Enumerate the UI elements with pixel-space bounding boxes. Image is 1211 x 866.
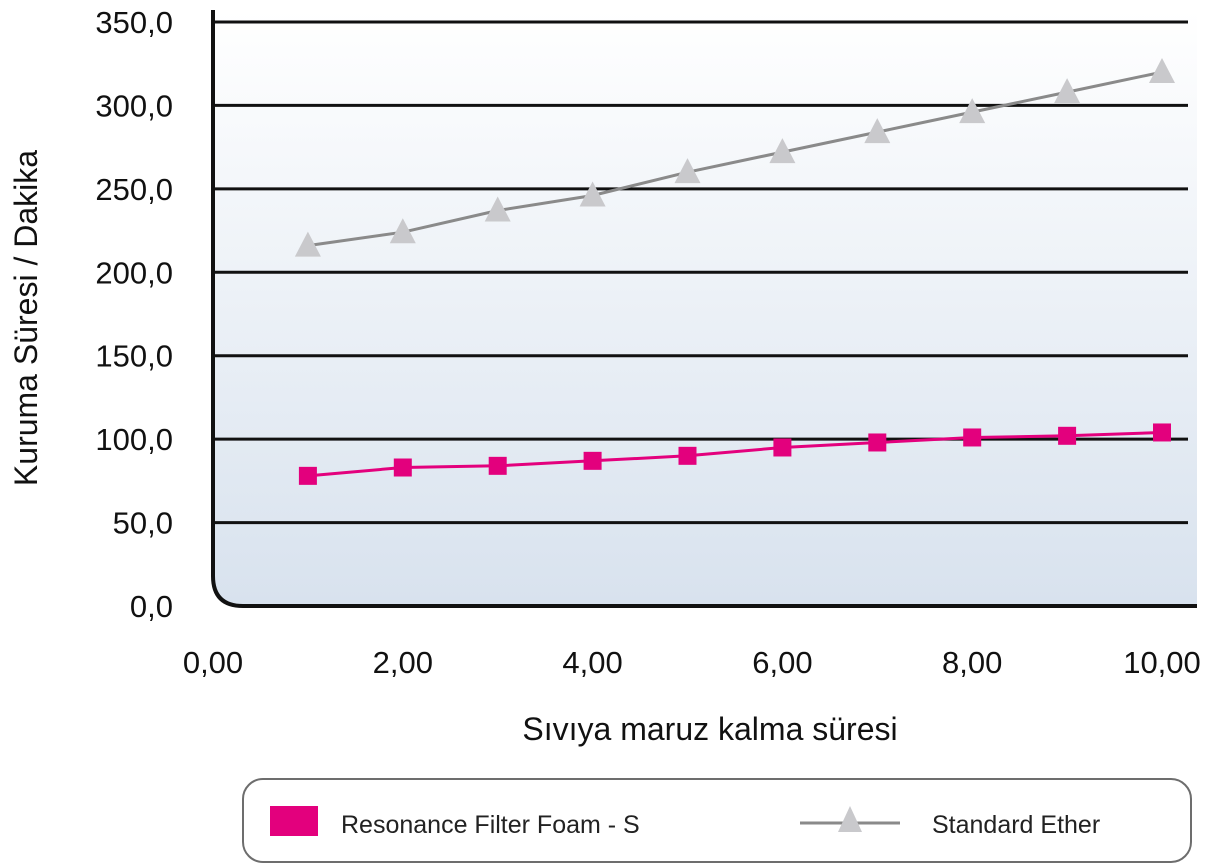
y-tick-label: 0,0 <box>130 589 173 624</box>
y-tick-label: 100,0 <box>95 422 173 457</box>
x-axis-title: Sıvıya maruz kalma süresi <box>522 711 897 747</box>
data-point <box>1149 58 1175 84</box>
data-point <box>488 456 507 475</box>
data-point <box>864 118 891 144</box>
data-point <box>389 218 416 244</box>
x-tick-label: 6,00 <box>752 645 812 680</box>
data-point <box>298 466 317 485</box>
axis-lines <box>211 10 1197 608</box>
legend-label-resonance: Resonance Filter Foam - S <box>341 811 640 839</box>
data-point <box>579 181 606 207</box>
legend: Resonance Filter Foam - S Standard Ether <box>242 778 1192 863</box>
data-point <box>1153 423 1171 442</box>
y-axis-title: Kuruma Süresi / Dakika <box>8 150 44 486</box>
y-tick-label: 250,0 <box>95 172 173 207</box>
series-0 <box>298 423 1171 485</box>
grid-lines <box>213 20 1188 525</box>
data-point <box>868 433 887 452</box>
legend-label-standard-ether: Standard Ether <box>932 811 1100 839</box>
plot-area <box>213 10 1197 606</box>
y-tick-labels: 0,0 50,0 100,0 150,0 200,0 250,0 300,0 350,0 <box>95 5 173 624</box>
data-point <box>1058 426 1077 445</box>
data-point <box>294 231 321 257</box>
legend-marker-resonance <box>270 806 318 836</box>
series-line-0 <box>307 431 1163 478</box>
series-line-1 <box>307 70 1163 248</box>
x-tick-label: 8,00 <box>942 645 1002 680</box>
data-point <box>484 196 511 222</box>
x-tick-label: 10,00 <box>1123 645 1201 680</box>
data-point <box>393 458 412 477</box>
y-tick-label: 300,0 <box>95 88 173 123</box>
x-tick-label: 0,00 <box>183 645 243 680</box>
data-point <box>769 138 796 164</box>
x-tick-labels: 0,00 2,00 4,00 6,00 8,00 10,00 <box>183 645 1201 680</box>
x-tick-label: 2,00 <box>373 645 433 680</box>
axes <box>211 10 1197 608</box>
data-point <box>963 428 982 447</box>
series-1 <box>294 58 1175 257</box>
data-point <box>583 451 602 470</box>
data-point <box>1054 78 1081 104</box>
data-point <box>773 438 792 457</box>
data-point <box>678 446 697 465</box>
y-tick-label: 50,0 <box>113 506 173 541</box>
y-tick-label: 200,0 <box>95 255 173 290</box>
data-point <box>674 158 701 184</box>
y-tick-label: 150,0 <box>95 339 173 374</box>
series-layer <box>294 58 1175 485</box>
legend-box <box>242 778 1192 863</box>
x-tick-label: 4,00 <box>562 645 622 680</box>
legend-marker-standard-ether <box>838 806 862 832</box>
data-point <box>959 98 986 124</box>
y-tick-label: 350,0 <box>95 5 173 40</box>
